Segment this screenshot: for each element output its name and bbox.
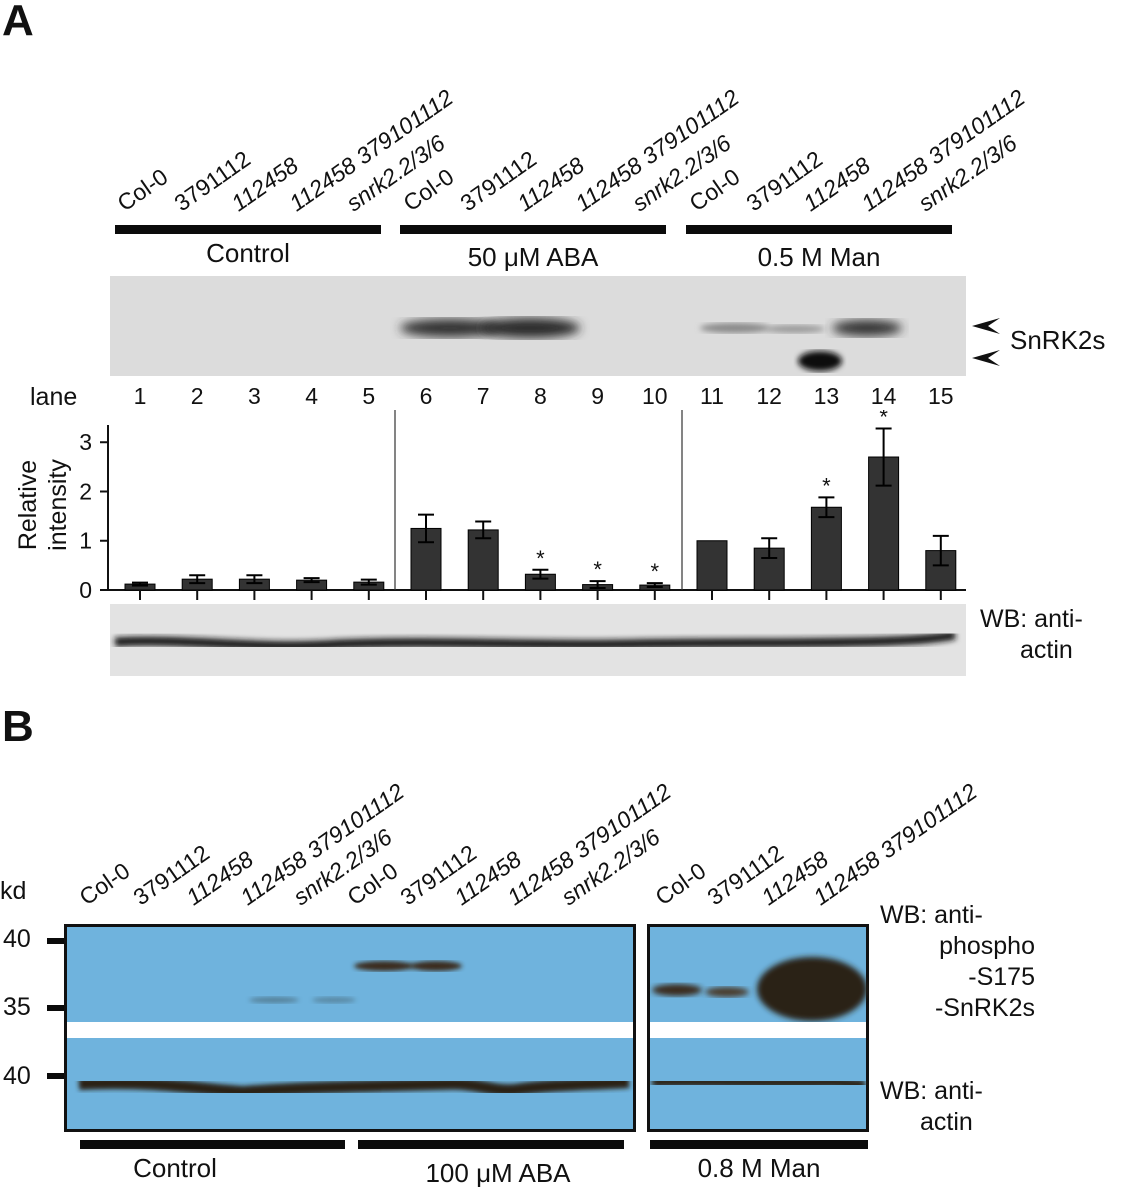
phospho-film-right	[647, 924, 869, 1132]
actin-text: actin	[1020, 636, 1073, 664]
group-label-control: Control	[206, 238, 290, 268]
bar	[810, 506, 842, 591]
lane-number: 12	[756, 383, 782, 409]
wb-anti-text: WB: anti-	[880, 901, 983, 929]
group-label-control-b: Control	[133, 1153, 217, 1183]
lane-number: 13	[813, 383, 840, 409]
marker-tick	[47, 1005, 65, 1011]
lane-number: 10	[642, 383, 668, 409]
wb-anti-actin-label-a: WB: anti- actin	[980, 604, 1083, 666]
significance-star: *	[879, 410, 888, 429]
y-tick-label: 3	[79, 429, 92, 455]
group-label-mannitol: 0.5 M Man	[757, 242, 881, 272]
panel-a-lane-label: Col-0	[112, 163, 173, 217]
panel-b-letter: B	[2, 702, 34, 751]
group-bar-aba	[400, 225, 666, 234]
lane-number: 3	[247, 383, 261, 409]
marker-40-top: 40	[3, 925, 31, 953]
lane-number: 7	[476, 383, 490, 409]
lane-number: 15	[928, 383, 954, 409]
lane-number: 14	[870, 383, 897, 409]
lane-number: 9	[591, 383, 604, 409]
lane-number: 11	[700, 383, 724, 409]
lane-number: 4	[305, 383, 318, 409]
phospho-text: phospho	[939, 932, 1035, 960]
kd-label: kd	[0, 877, 27, 905]
marker-tick	[47, 938, 65, 944]
wb-anti-text: WB: anti-	[880, 1077, 983, 1105]
panel-b-left-lane-label: Col-0	[74, 857, 135, 911]
significance-star: *	[651, 559, 660, 584]
group-label-aba: 50 μM ABA	[467, 242, 599, 272]
lane-number: 5	[362, 383, 376, 409]
lane-number: 6	[419, 383, 433, 409]
lane-number: 1	[133, 383, 147, 409]
significance-star: *	[593, 557, 602, 582]
y-axis-label: intensity	[44, 459, 72, 551]
wb-anti-phospho-label: WB: anti- phospho -S175 -SnRK2s	[880, 900, 1035, 1024]
y-tick-label: 0	[79, 577, 92, 603]
y-tick-label: 2	[79, 478, 92, 504]
bar	[696, 540, 728, 591]
group-bar-aba-b	[358, 1140, 624, 1149]
actin-text: actin	[920, 1108, 973, 1136]
lane-number: 8	[533, 383, 547, 409]
panel-b-right-lane-label: 112458 379101112	[808, 778, 982, 911]
marker-35: 35	[3, 993, 31, 1021]
phospho-film-left	[64, 924, 636, 1132]
relative-intensity-chart: 0 1 2 3 Relative intensity * * * * *	[14, 410, 966, 603]
group-label-aba-b: 100 μM ABA	[425, 1158, 571, 1188]
snrk2-autoradiograph	[110, 276, 966, 376]
snrk2s-label: SnRK2s	[1010, 325, 1106, 355]
lane-word: lane	[30, 383, 78, 411]
y-axis-label: Relative	[14, 460, 42, 550]
y-tick-label: 1	[79, 528, 92, 554]
arrowhead-icon	[972, 318, 1000, 366]
wb-anti-text: WB: anti-	[980, 605, 1083, 633]
panel-a-letter: A	[2, 0, 34, 45]
panel-b-right-lane-label: Col-0	[650, 857, 711, 911]
group-bar-mannitol	[686, 225, 952, 234]
significance-star: *	[536, 546, 545, 571]
s175-text: -S175	[968, 963, 1035, 991]
group-bar-control	[115, 225, 381, 234]
group-label-mannitol-b: 0.8 M Man	[697, 1153, 821, 1183]
marker-40-bottom: 40	[3, 1062, 31, 1090]
marker-tick	[47, 1073, 65, 1079]
group-bar-mannitol-b	[650, 1140, 868, 1149]
snrk2s-text: -SnRK2s	[934, 994, 1035, 1022]
wb-anti-actin-label-b: WB: anti- actin	[880, 1076, 983, 1138]
actin-blot-a	[110, 604, 966, 676]
lane-number: 2	[190, 383, 204, 409]
group-bar-control-b	[80, 1140, 345, 1149]
significance-star: *	[822, 473, 831, 498]
